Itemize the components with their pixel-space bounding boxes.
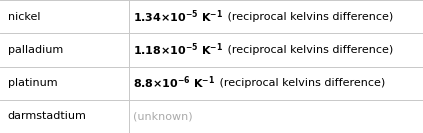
Text: (reciprocal kelvins difference): (reciprocal kelvins difference) [224,12,393,22]
Text: nickel: nickel [8,12,40,22]
Text: $\mathbf{1.18{\times}10^{-5}\ K^{-1}}$: $\mathbf{1.18{\times}10^{-5}\ K^{-1}}$ [133,42,224,58]
Text: (reciprocal kelvins difference): (reciprocal kelvins difference) [224,45,393,55]
Text: $\mathbf{8.8{\times}10^{-6}\ K^{-1}}$: $\mathbf{8.8{\times}10^{-6}\ K^{-1}}$ [133,75,216,91]
Text: (reciprocal kelvins difference): (reciprocal kelvins difference) [216,78,385,88]
Text: darmstadtium: darmstadtium [8,111,86,121]
Text: $\mathbf{1.34{\times}10^{-5}\ K^{-1}}$: $\mathbf{1.34{\times}10^{-5}\ K^{-1}}$ [133,8,224,25]
Text: palladium: palladium [8,45,63,55]
Text: (unknown): (unknown) [133,111,193,121]
Text: platinum: platinum [8,78,57,88]
